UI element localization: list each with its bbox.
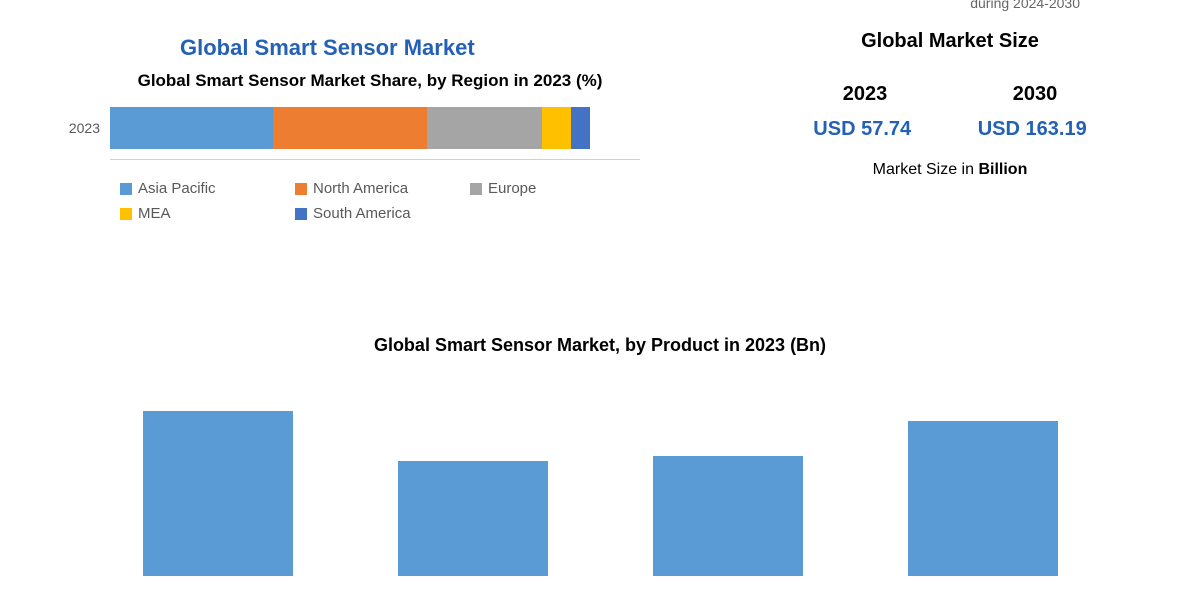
legend-label: North America xyxy=(313,180,408,197)
stacked-bar-row: 2023 xyxy=(60,107,680,149)
legend-item-asia-pacific: Asia Pacific xyxy=(120,180,295,197)
year-2030: 2030 xyxy=(1013,83,1058,106)
product-chart-title: Global Smart Sensor Market, by Product i… xyxy=(50,335,1150,356)
market-size-panel: Global Market Size 2023 2030 USD 57.74 U… xyxy=(780,30,1120,179)
legend-item-mea: MEA xyxy=(120,205,295,222)
market-size-unit: Market Size in Billion xyxy=(780,161,1120,179)
legend-label: South America xyxy=(313,205,411,222)
product-bar-3 xyxy=(908,421,1058,576)
legend-item-north-america: North America xyxy=(295,180,470,197)
legend-swatch xyxy=(470,183,482,195)
legend-swatch xyxy=(295,183,307,195)
market-size-values: USD 57.74 USD 163.19 xyxy=(780,118,1120,141)
segment-europe xyxy=(427,107,542,149)
legend-label: MEA xyxy=(138,205,171,222)
segment-asia-pacific xyxy=(110,107,273,149)
year-2023: 2023 xyxy=(843,83,888,106)
unit-bold: Billion xyxy=(978,161,1027,178)
stacked-bar xyxy=(110,107,590,149)
legend-label: Europe xyxy=(488,180,536,197)
legend-swatch xyxy=(120,183,132,195)
x-axis-line xyxy=(110,159,640,160)
main-title: Global Smart Sensor Market xyxy=(180,35,475,61)
market-size-title: Global Market Size xyxy=(780,30,1120,53)
value-2023: USD 57.74 xyxy=(813,118,911,141)
legend-item-south-america: South America xyxy=(295,205,470,222)
product-bars-container xyxy=(50,396,1150,576)
forecast-period-text: during 2024-2030 xyxy=(970,0,1080,11)
segment-south-america xyxy=(571,107,590,149)
segment-north-america xyxy=(273,107,427,149)
market-size-years: 2023 2030 xyxy=(780,83,1120,106)
product-bar-chart: Global Smart Sensor Market, by Product i… xyxy=(50,335,1150,576)
legend-swatch xyxy=(120,208,132,220)
product-bar-0 xyxy=(143,411,293,576)
legend-label: Asia Pacific xyxy=(138,180,216,197)
region-legend: Asia Pacific North America Europe MEA South … xyxy=(120,180,650,230)
unit-prefix: Market Size in xyxy=(873,161,979,178)
legend-swatch xyxy=(295,208,307,220)
product-bar-1 xyxy=(398,461,548,576)
region-share-chart: Global Smart Sensor Market Share, by Reg… xyxy=(60,70,680,230)
legend-item-europe: Europe xyxy=(470,180,645,197)
region-chart-title: Global Smart Sensor Market Share, by Reg… xyxy=(60,70,680,92)
product-bar-2 xyxy=(653,456,803,576)
value-2030: USD 163.19 xyxy=(978,118,1087,141)
y-axis-category: 2023 xyxy=(60,120,110,136)
segment-mea xyxy=(542,107,571,149)
